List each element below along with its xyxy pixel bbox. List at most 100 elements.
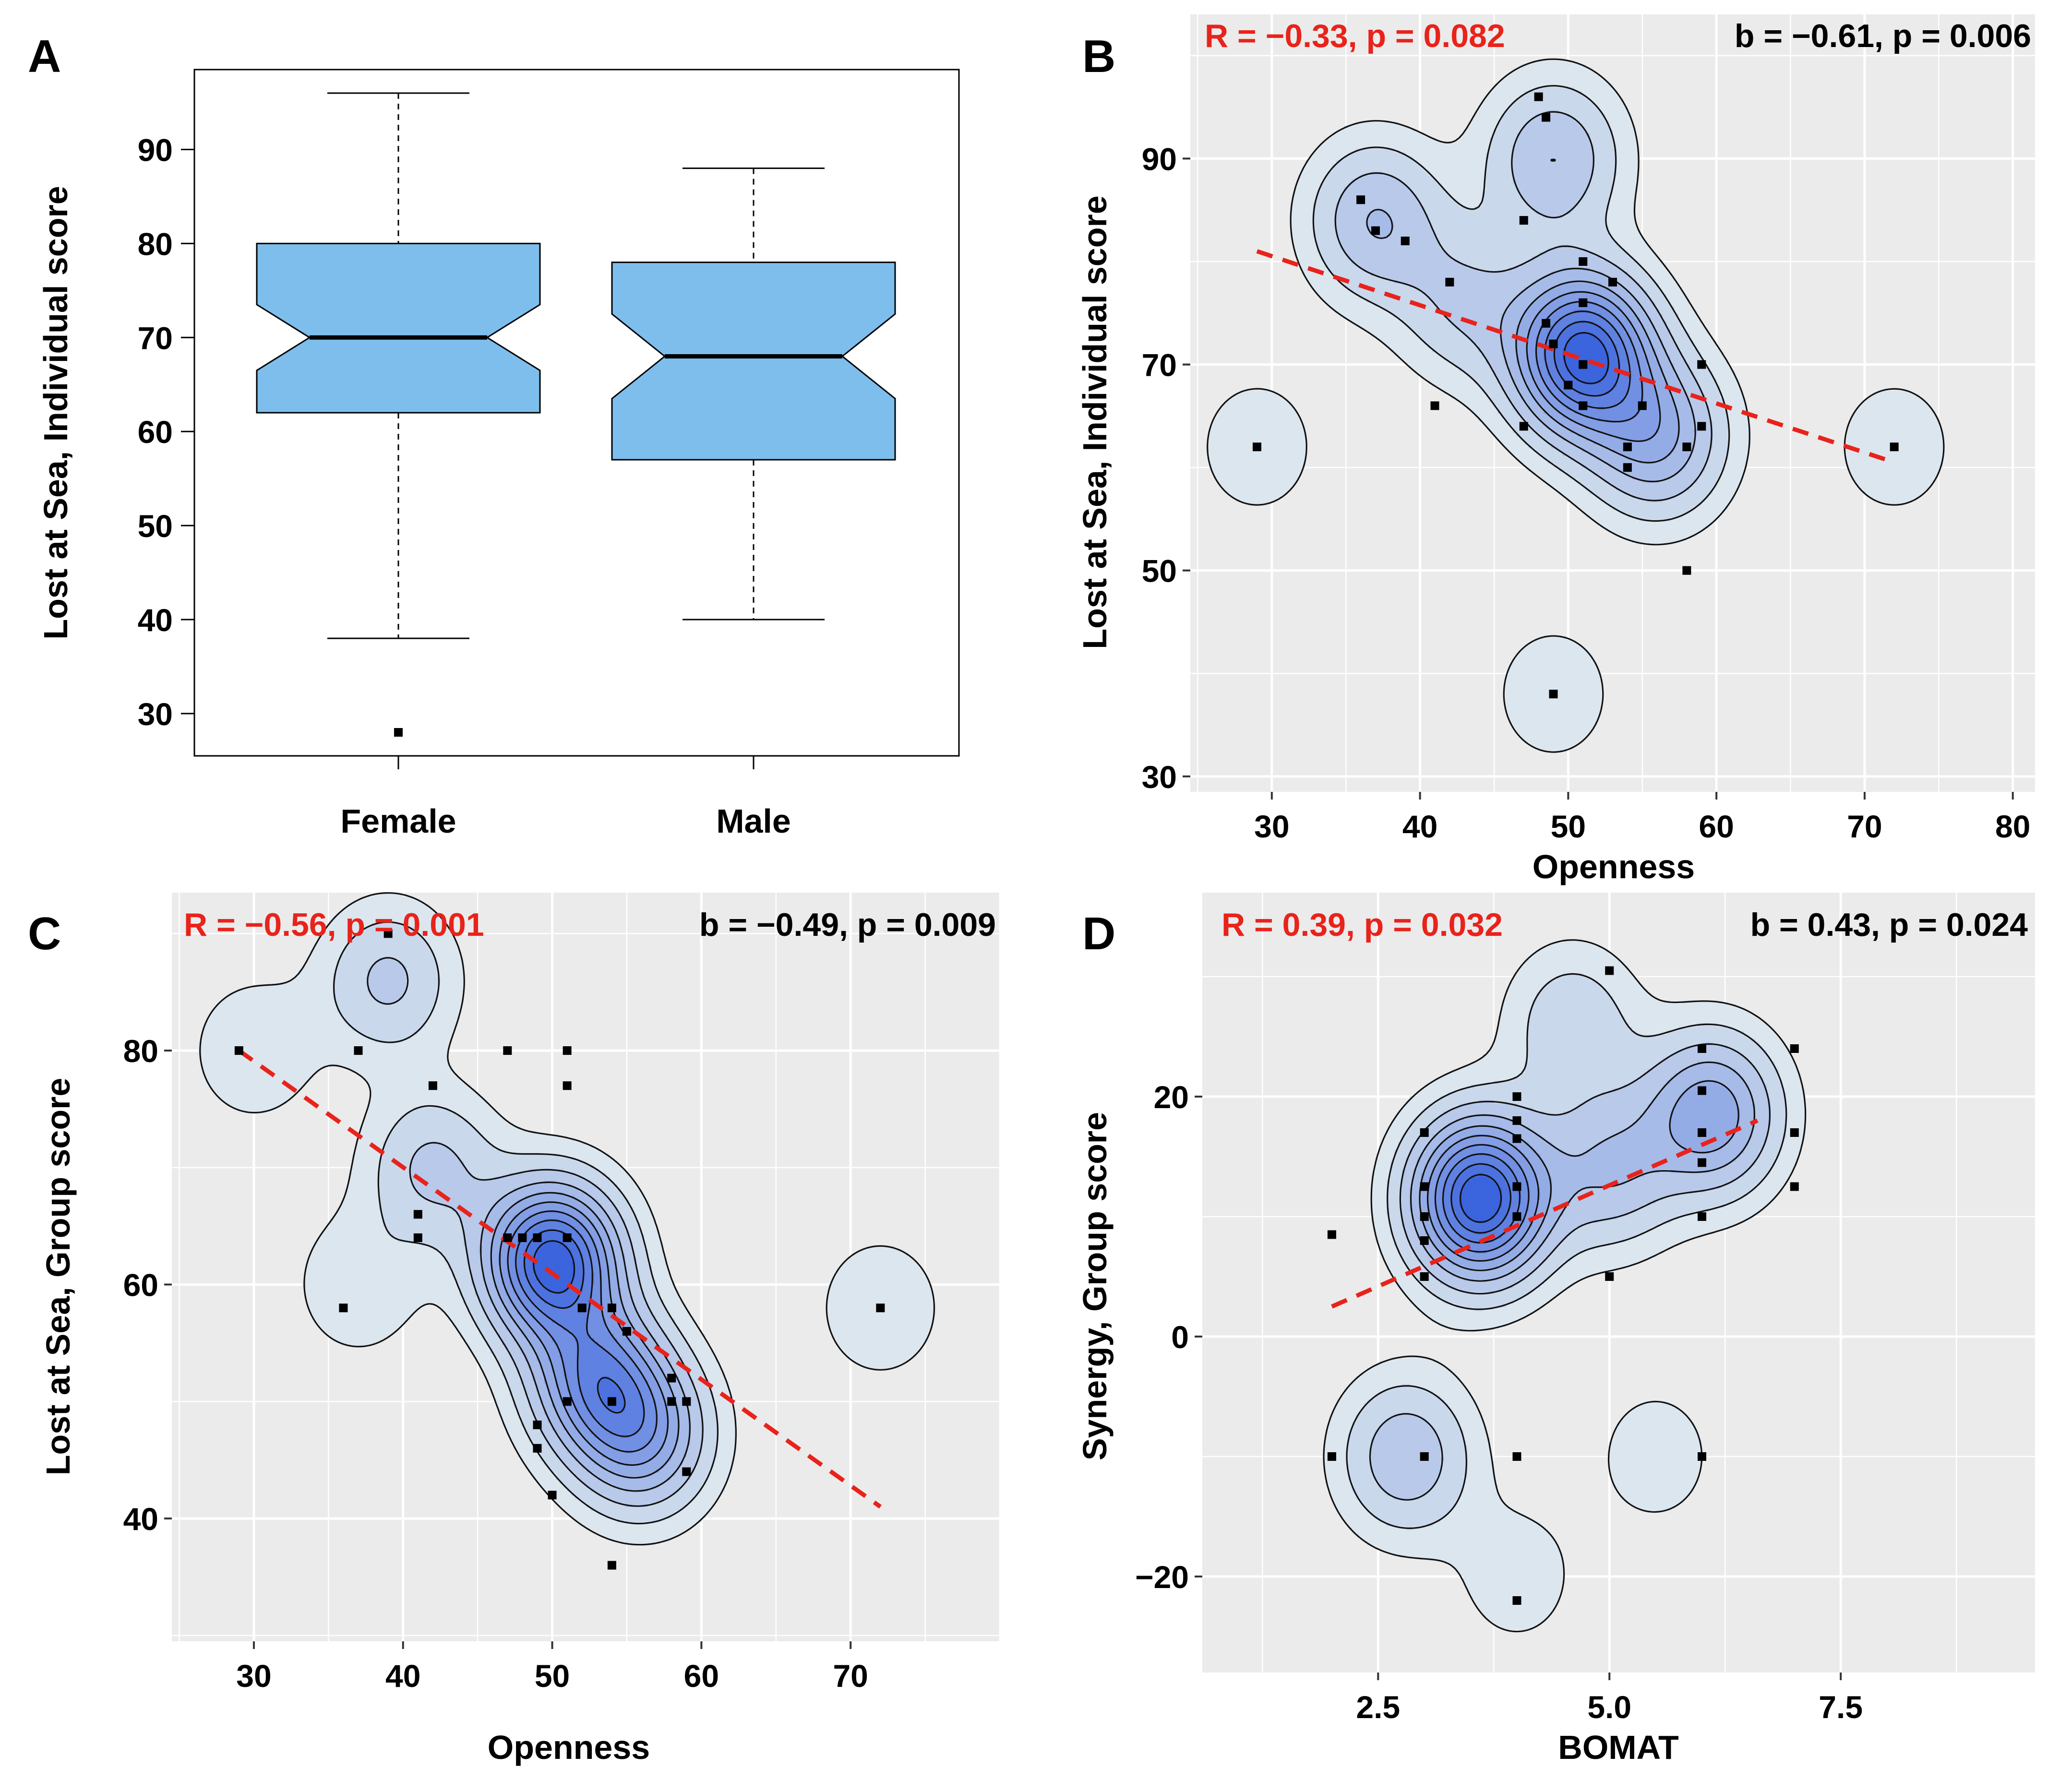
- data-point: [1420, 1452, 1429, 1461]
- y-tick-label: 30: [138, 696, 173, 732]
- data-point: [503, 1046, 512, 1055]
- axes: 30 40 50 60 70 40 60 80: [123, 1033, 868, 1694]
- panel-label-c: C: [28, 908, 61, 959]
- data-point: [1519, 216, 1528, 225]
- x-tick-label: 30: [1254, 809, 1289, 844]
- density-contour-line: [515, 1219, 645, 1437]
- slope-annotation: b = −0.61, p = 0.006: [1735, 18, 2031, 54]
- data-point: [1698, 1128, 1706, 1137]
- axes: 2.5 5.0 7.5 −20 0 20: [1135, 1079, 1863, 1725]
- data-point: [1623, 442, 1632, 452]
- data-point: [563, 1233, 572, 1242]
- data-point: [1790, 1128, 1799, 1137]
- data-point: [1698, 1086, 1706, 1095]
- x-tick-label: 50: [535, 1658, 570, 1694]
- data-point: [876, 1303, 885, 1313]
- data-point: [607, 1303, 616, 1313]
- x-tick-label: 50: [1551, 809, 1586, 844]
- density-contour-line: [1460, 1174, 1502, 1223]
- data-point: [413, 1233, 422, 1242]
- y-tick-label: 90: [138, 132, 173, 168]
- x-tick-label: 5.0: [1587, 1689, 1631, 1725]
- data-point: [1371, 226, 1380, 235]
- density-contour-line: [1450, 1163, 1511, 1234]
- density-contour-line: [480, 1181, 691, 1492]
- x-axis-label: BOMAT: [1558, 1729, 1678, 1766]
- data-point: [667, 1374, 676, 1383]
- y-axis-label: Synergy, Group score: [1076, 1112, 1114, 1460]
- density-contour-line: [490, 1192, 680, 1479]
- data-point: [1697, 360, 1706, 369]
- density-level: [532, 1242, 575, 1292]
- density-contour-line: [1526, 291, 1661, 442]
- data-point: [354, 1046, 363, 1055]
- slope-annotation: b = 0.43, p = 0.024: [1750, 907, 2028, 943]
- y-tick-label: 30: [1142, 759, 1177, 795]
- y-axis: 30 40 50 60 70 80 90: [138, 132, 194, 732]
- x-tick-label: 60: [684, 1658, 719, 1694]
- data-point: [1579, 298, 1588, 307]
- y-tick-label: 40: [138, 602, 173, 638]
- density-contour-line: [1369, 1043, 1771, 1501]
- y-tick-label: 60: [138, 414, 173, 450]
- density-contour-line: [507, 1210, 658, 1453]
- data-point: [503, 1233, 512, 1242]
- data-point: [1579, 401, 1588, 410]
- data-point: [1579, 257, 1588, 266]
- data-point: [1697, 422, 1706, 431]
- data-point: [1356, 195, 1365, 204]
- data-point: [1579, 360, 1588, 369]
- y-tick-label: 50: [138, 508, 173, 544]
- data-point: [563, 1046, 572, 1055]
- panel-label-d: D: [1082, 908, 1115, 959]
- x-axis: Female Male: [340, 756, 791, 840]
- data-point: [667, 1397, 676, 1406]
- data-point: [1623, 463, 1632, 472]
- regression-line: [238, 1049, 882, 1509]
- data-point: [1698, 1158, 1706, 1167]
- box-male: [611, 262, 896, 461]
- data-point: [1512, 1182, 1521, 1191]
- data-point: [1512, 1596, 1521, 1605]
- density-contour-line: [1544, 311, 1631, 409]
- data-point: [1790, 1044, 1799, 1053]
- grid-lines: [172, 893, 1001, 1641]
- x-tick-label: 40: [1402, 809, 1437, 844]
- data-point: [1327, 1230, 1336, 1239]
- data-point: [234, 1046, 243, 1055]
- panel-b: B 30 40 50 60 70 80 30 50 70 90 R = −0.33, p = 0.…: [1076, 14, 2035, 885]
- data-point: [563, 1081, 572, 1090]
- x-tick-label: Male: [716, 802, 791, 840]
- data-point: [533, 1444, 542, 1453]
- data-points: [1327, 966, 1799, 1605]
- data-point: [1430, 401, 1439, 410]
- x-tick-label: 30: [236, 1658, 271, 1694]
- data-point: [1401, 237, 1410, 246]
- density-contour-line: [1323, 939, 1807, 1633]
- data-point: [1420, 1182, 1429, 1191]
- data-point: [1420, 1212, 1429, 1221]
- data-point: [1682, 442, 1691, 452]
- outlier-point: [394, 728, 403, 737]
- y-tick-label: 40: [123, 1501, 158, 1537]
- density-contour-line: [1346, 973, 1787, 1529]
- data-point: [1698, 1452, 1706, 1461]
- data-point: [1534, 92, 1543, 101]
- data-point: [428, 1081, 437, 1090]
- y-axis-label: Lost at Sea, Individual score: [1076, 195, 1114, 649]
- data-point: [607, 1561, 616, 1570]
- data-point: [682, 1467, 691, 1476]
- data-point: [1564, 381, 1573, 390]
- panel-d: D 2.5 5.0 7.5 −20 0 20 R = 0.39, p = 0.032 b …: [1076, 893, 2035, 1766]
- y-axis-label: Lost at Sea, Individual score: [37, 186, 74, 639]
- data-point: [563, 1397, 572, 1406]
- x-tick-label: 80: [1995, 809, 2030, 844]
- panel-label-b: B: [1082, 31, 1115, 82]
- y-tick-label: 20: [1154, 1079, 1189, 1115]
- slope-annotation: b = −0.49, p = 0.009: [699, 907, 996, 943]
- data-point: [339, 1303, 348, 1313]
- data-point: [1605, 966, 1614, 975]
- data-point: [1605, 1272, 1614, 1281]
- box-series: [256, 92, 896, 737]
